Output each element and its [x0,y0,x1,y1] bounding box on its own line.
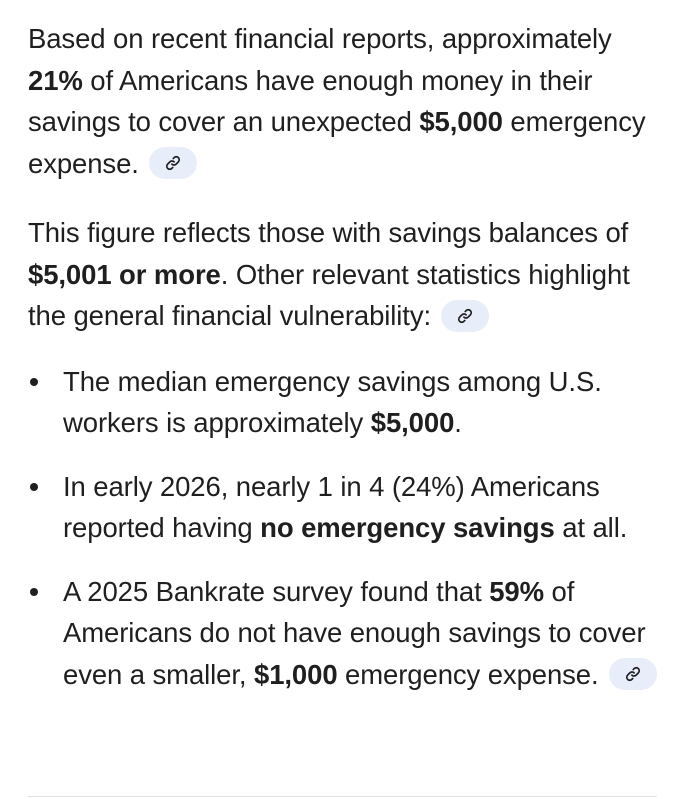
bold-amount: $5,000 [370,407,455,438]
list-item-text: A 2025 Bankrate survey found that [63,575,490,607]
bold-amount: $1,000 [254,658,338,690]
list-item-text: emergency expense. [337,658,599,690]
link-icon [625,667,640,682]
bold-percentage: 59% [489,575,544,607]
list-item-text: of Americans do not have enough savings … [63,575,646,690]
paragraph-text: of Americans have enough money in their … [28,64,593,138]
paragraph-text: This figure reflects those with savings … [28,217,629,248]
source-link-button[interactable] [608,658,657,691]
bold-amount: $5,000 [419,106,503,137]
source-link-button[interactable] [148,147,197,180]
bullet-icon [30,377,38,386]
list-item-text: . [454,407,462,438]
bullet-icon [30,482,38,491]
list-item: In early 2026, nearly 1 in 4 (24%) Ameri… [28,466,668,549]
response-content: Based on recent financial reports, appro… [28,18,668,695]
bullet-icon [30,587,38,596]
list-item-text: at all. [554,512,628,543]
bold-phrase: no emergency savings [260,512,555,543]
list-item: The median emergency savings among U.S. … [28,361,668,444]
paragraph-text: Based on recent financial reports, appro… [28,23,612,54]
list-item-text: The median emergency savings among U.S. … [63,365,602,439]
source-link-button[interactable] [441,299,490,332]
divider [28,796,657,797]
bold-percentage: 21% [28,64,83,96]
list-item: A 2025 Bankrate survey found that 59% of… [28,571,668,696]
paragraph-savings-summary: Based on recent financial reports, appro… [28,18,668,184]
paragraph-text: . Other relevant statistics highlight th… [28,258,630,332]
list-item-text: In early 2026, nearly 1 in 4 (24%) Ameri… [63,470,600,544]
link-icon [165,156,180,171]
link-icon [457,308,473,323]
paragraph-text: emergency expense. [28,106,646,179]
bold-threshold: $5,001 or more [28,258,221,290]
statistics-list: The median emergency savings among U.S. … [28,361,668,696]
paragraph-figure-context: This figure reflects those with savings … [28,212,668,337]
